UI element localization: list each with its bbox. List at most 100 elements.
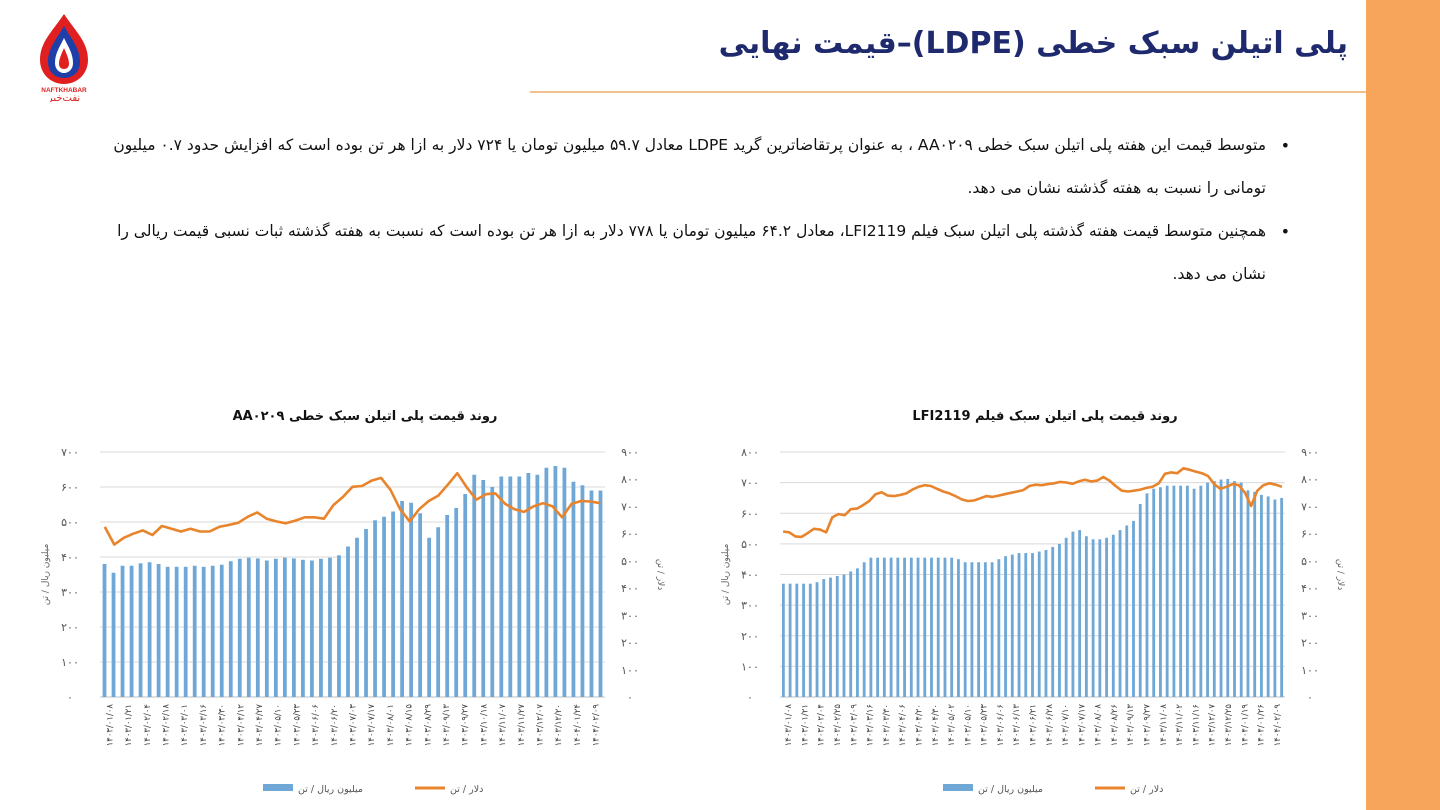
bar <box>481 480 486 697</box>
right-tick-label: ۶۰۰ <box>621 528 639 541</box>
x-tick-label: ۱۴۰۳/۰۶/۱۳ <box>1012 704 1022 747</box>
bar <box>156 564 161 697</box>
legend-label-bar: میلیون ریال / تن <box>298 784 363 795</box>
x-tick-label: ۱۴۰۳/۱۱/۰۷ <box>498 704 508 747</box>
x-tick-label: ۱۴۰۳/۱۲/۰۷ <box>536 704 546 747</box>
x-tick-label: ۱۴۰۳/۰۶/۰۶ <box>996 704 1006 746</box>
bar <box>571 481 576 697</box>
right-tick-label: ۳۰۰ <box>621 609 639 622</box>
bar <box>1260 494 1263 697</box>
price-line-usd <box>782 467 1283 539</box>
right-tick-label: ۱۰۰ <box>621 664 639 677</box>
bar <box>802 583 805 697</box>
bar <box>445 515 450 697</box>
bar <box>957 559 960 697</box>
legend-label-line: دلار / تن <box>1130 784 1163 795</box>
bar <box>856 568 859 697</box>
bar <box>1111 534 1115 697</box>
right-tick-label: ۴۰۰ <box>621 582 639 595</box>
bar <box>463 494 468 697</box>
x-tick-label: ۱۴۰۳/۰۵/۰۲ <box>947 704 957 747</box>
bar <box>963 562 967 697</box>
bar <box>291 558 296 697</box>
bar <box>1078 530 1082 697</box>
left-tick-label: ۵۰۰ <box>741 538 759 551</box>
bar <box>1051 546 1055 697</box>
bar <box>1031 553 1034 697</box>
bar <box>1206 482 1209 697</box>
bar <box>174 566 179 697</box>
left-tick-label: ۳۰۰ <box>741 599 759 612</box>
chart-legend: میلیون ریال / تن دلار / تن <box>943 784 1163 795</box>
left-tick-label: ۴۰۰ <box>61 551 79 564</box>
x-tick-label: ۱۴۰۳/۱۱/۱۶ <box>1191 704 1201 746</box>
left-tick-label: ۱۰۰ <box>741 660 759 673</box>
bar <box>418 513 423 697</box>
right-axis-title: دلار / تن <box>1335 559 1345 591</box>
right-tick-label: ۰ <box>627 691 633 704</box>
bar <box>936 557 940 697</box>
bar <box>508 476 513 697</box>
bar <box>490 487 495 697</box>
title-underline <box>530 91 1366 93</box>
x-tick-label: ۱۴۰۳/۰۴/۱۲ <box>236 704 246 747</box>
chart-title: روند قیمت پلی اتیلن سبک خطی AA۰۲۰۹ <box>233 409 498 424</box>
x-tick-label: ۱۴۰۳/۰۵/۲۳ <box>980 704 990 747</box>
x-tick-label: ۱۴۰۳/۱۲/۲۰ <box>554 704 564 746</box>
bar <box>138 563 143 697</box>
bar <box>1105 537 1108 697</box>
x-tick-label: ۱۴۰۳/۰۸/۲۹ <box>423 704 433 747</box>
bar <box>869 557 873 697</box>
x-tick-label: ۱۴۰۳/۰۷/۱۷ <box>367 704 377 747</box>
bar <box>346 546 350 697</box>
x-tick-label: ۱۴۰۳/۱۲/۲۵ <box>1224 704 1234 747</box>
x-tick-label: ۱۴۰۳/۰۴/۲۰ <box>915 704 925 746</box>
x-tick-label: ۱۴۰۳/۰۶/۲۸ <box>1045 704 1055 747</box>
bar <box>1159 487 1162 697</box>
bar <box>1058 543 1061 697</box>
x-tick-label: ۱۴۰۳/۰۱/۰۸ <box>105 704 115 747</box>
bar <box>1145 493 1149 697</box>
bar <box>1037 551 1041 697</box>
bar <box>1064 537 1068 697</box>
right-tick-label: ۱۰۰ <box>1301 664 1319 677</box>
bar <box>373 520 377 697</box>
x-tick-label: ۱۴۰۳/۰۷/۱۷ <box>1077 704 1087 747</box>
bar <box>849 571 853 697</box>
bar <box>1024 553 1028 697</box>
right-tick-label: ۵۰۰ <box>1301 555 1319 568</box>
left-tick-label: ۶۰۰ <box>61 481 79 494</box>
bar <box>237 558 242 697</box>
bar <box>1179 485 1183 697</box>
chart-legend: میلیون ریال / تن دلار / تن <box>263 784 483 795</box>
right-tick-label: ۵۰۰ <box>621 555 639 568</box>
bar <box>896 557 900 697</box>
svg-text:NAFTKHABAR: NAFTKHABAR <box>41 87 87 94</box>
bar <box>255 558 260 697</box>
x-tick-label: ۱۴۰۳/۰۲/۰۴ <box>143 704 153 746</box>
bar <box>355 537 359 697</box>
bar <box>882 557 886 697</box>
bar <box>210 565 215 697</box>
right-tick-label: ۹۰۰ <box>621 446 639 459</box>
bar <box>598 490 603 697</box>
right-tick-label: ۰ <box>1307 691 1313 704</box>
bar <box>165 566 170 697</box>
bar <box>876 557 880 697</box>
bar <box>1172 485 1176 697</box>
right-axis-title: دلار / تن <box>655 559 665 591</box>
bar <box>1091 539 1095 697</box>
right-tick-label: ۸۰۰ <box>621 473 639 486</box>
legend-label-bar: میلیون ریال / تن <box>978 784 1043 795</box>
left-tick-label: ۳۰۰ <box>61 586 79 599</box>
x-tick-label: ۱۴۰۳/۰۳/۱۶ <box>199 704 209 746</box>
x-tick-label: ۱۴۰۳/۰۸/۰۸ <box>1094 704 1104 747</box>
bar <box>1084 536 1088 697</box>
bar <box>1273 499 1277 697</box>
right-tick-label: ۹۰۰ <box>1301 446 1319 459</box>
x-tick-label: ۱۴۰۳/۰۴/۰۶ <box>898 704 908 746</box>
bar <box>1125 525 1129 697</box>
x-tick-label: ۱۴۰۳/۱۱/۲۷ <box>517 704 527 747</box>
bar <box>1165 485 1169 697</box>
bar <box>1226 478 1230 697</box>
